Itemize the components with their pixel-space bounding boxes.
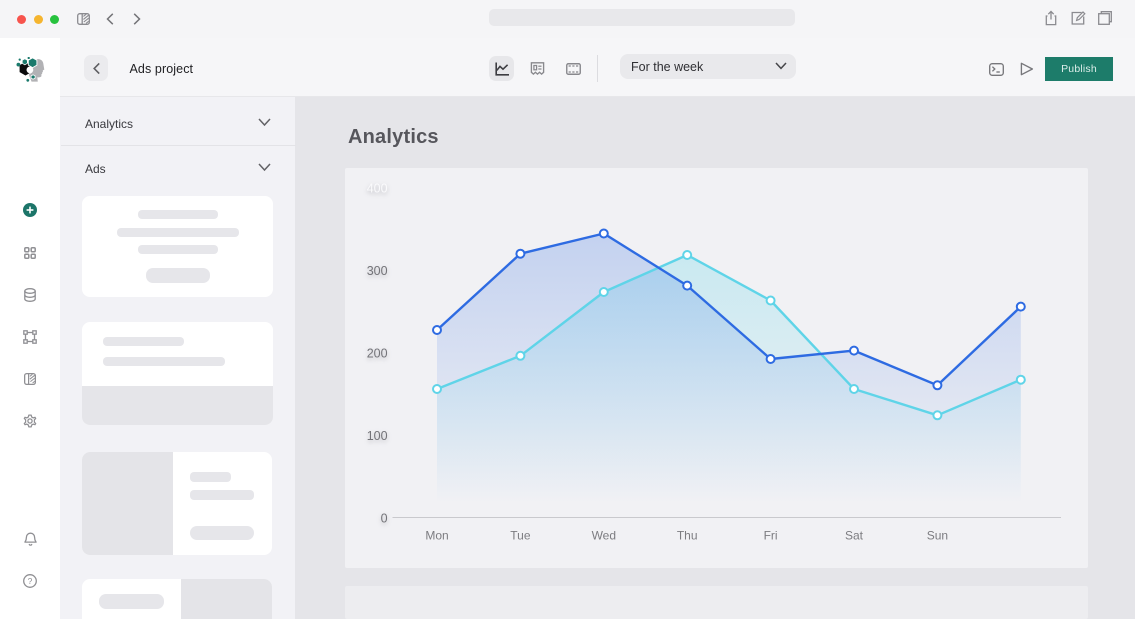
svg-text:0: 0 bbox=[381, 511, 388, 525]
svg-text:Sun: Sun bbox=[927, 529, 948, 543]
svg-text:Tue: Tue bbox=[510, 529, 531, 543]
svg-text:Fri: Fri bbox=[764, 529, 778, 543]
svg-text:Sat: Sat bbox=[845, 529, 864, 543]
svg-text:300: 300 bbox=[367, 264, 388, 278]
svg-text:?: ? bbox=[28, 576, 33, 586]
svg-text:200: 200 bbox=[367, 346, 388, 360]
svg-text:Thu: Thu bbox=[677, 529, 698, 543]
svg-text:100: 100 bbox=[367, 429, 388, 443]
svg-text:Wed: Wed bbox=[592, 529, 616, 543]
svg-text:400: 400 bbox=[367, 181, 388, 195]
svg-text:Mon: Mon bbox=[425, 529, 448, 543]
